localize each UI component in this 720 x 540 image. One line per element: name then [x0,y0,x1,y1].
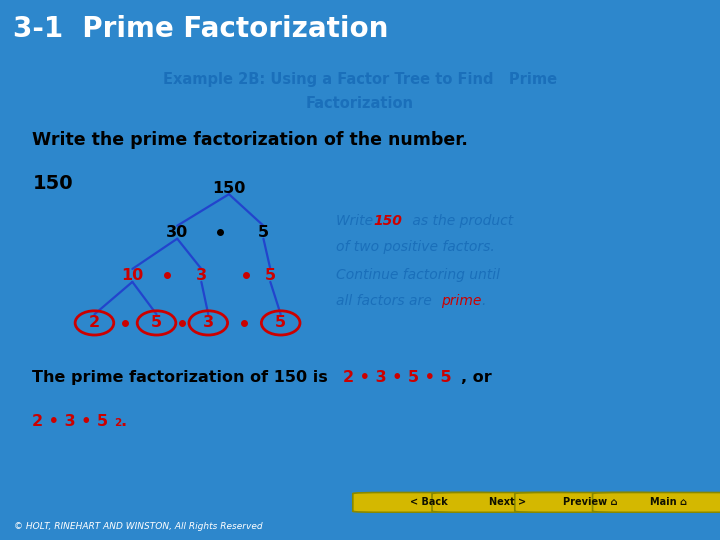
Text: 30: 30 [166,225,189,240]
Text: 5: 5 [258,225,269,240]
Text: 5: 5 [275,315,287,330]
Text: of two positive factors.: of two positive factors. [336,240,495,254]
Text: Factorization: Factorization [306,96,414,111]
FancyBboxPatch shape [515,492,662,512]
Text: 5: 5 [151,315,162,330]
Text: 3: 3 [203,315,214,330]
Text: Next >: Next > [489,497,526,507]
Text: all factors are: all factors are [336,294,436,308]
Text: The prime factorization of 150 is: The prime factorization of 150 is [32,370,334,386]
Text: 150: 150 [212,181,246,197]
Text: < Back: < Back [410,497,447,507]
Text: 3-1  Prime Factorization: 3-1 Prime Factorization [13,15,388,43]
Text: Continue factoring until: Continue factoring until [336,268,500,282]
Text: Preview ⌂: Preview ⌂ [563,497,618,507]
Text: Main ⌂: Main ⌂ [649,497,687,507]
Text: 2: 2 [114,418,122,428]
Text: 2: 2 [89,315,100,330]
Text: prime: prime [441,294,482,308]
Text: as the product: as the product [408,214,513,228]
Text: Write: Write [336,214,377,228]
Text: , or: , or [461,370,492,386]
Text: 2 • 3 • 5 • 5: 2 • 3 • 5 • 5 [343,370,451,386]
Text: © HOLT, RINEHART AND WINSTON, All Rights Reserved: © HOLT, RINEHART AND WINSTON, All Rights… [14,522,263,531]
FancyBboxPatch shape [593,492,720,512]
Text: 150: 150 [32,174,73,193]
Text: 150: 150 [374,214,402,228]
Text: .: . [481,294,485,308]
Text: 5: 5 [265,268,276,283]
Text: 3: 3 [196,268,207,283]
Text: 10: 10 [121,268,143,283]
FancyBboxPatch shape [353,492,500,512]
Text: Example 2B: Using a Factor Tree to Find   Prime: Example 2B: Using a Factor Tree to Find … [163,72,557,87]
Text: Write the prime factorization of the number.: Write the prime factorization of the num… [32,131,468,149]
FancyBboxPatch shape [432,492,580,512]
Text: .: . [120,414,127,429]
Text: 2 • 3 • 5: 2 • 3 • 5 [32,414,109,429]
